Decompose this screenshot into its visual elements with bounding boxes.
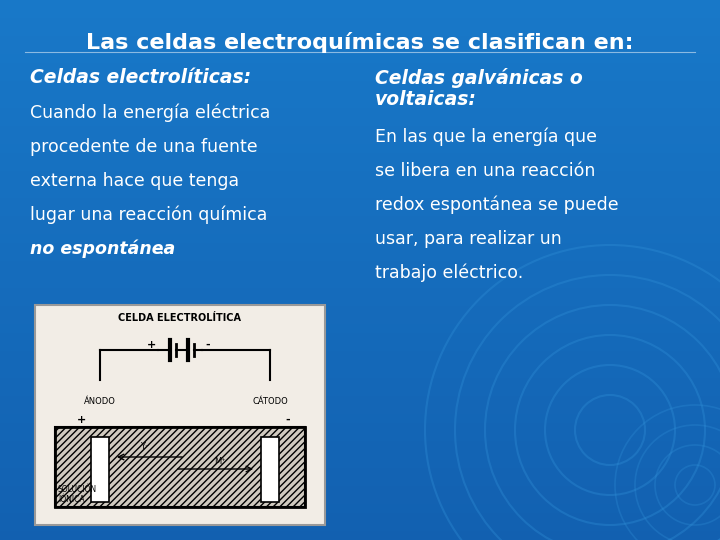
Text: +: + [148, 340, 157, 350]
Bar [0, 54, 720, 63]
Bar [0, 378, 720, 387]
Bar [0, 36, 720, 45]
Text: -: - [206, 340, 210, 350]
Bar [0, 234, 720, 243]
Text: externa hace que tenga: externa hace que tenga [30, 172, 239, 190]
Bar [0, 225, 720, 234]
Bar [0, 450, 720, 459]
Text: SOLUCIÓN
IÓNICA: SOLUCIÓN IÓNICA [58, 484, 97, 504]
Bar [0, 405, 720, 414]
Text: se libera en una reacción: se libera en una reacción [375, 162, 595, 180]
Text: Cuando la energía eléctrica: Cuando la energía eléctrica [30, 104, 271, 123]
Text: CELDA ELECTROLÍTICA: CELDA ELECTROLÍTICA [119, 313, 241, 323]
Bar [0, 477, 720, 486]
Text: En las que la energía que: En las que la energía que [375, 128, 597, 146]
Text: redox espontánea se puede: redox espontánea se puede [375, 196, 618, 214]
Bar [0, 324, 720, 333]
Bar [0, 306, 720, 315]
Text: CÁTODO: CÁTODO [252, 397, 288, 406]
Bar [0, 243, 720, 252]
Bar [0, 90, 720, 99]
Bar [0, 315, 720, 324]
Bar [0, 522, 720, 531]
Bar [0, 108, 720, 117]
Bar [0, 468, 720, 477]
Text: M⁺: M⁺ [214, 457, 226, 466]
Bar [0, 288, 720, 297]
Bar [0, 261, 720, 270]
Bar [0, 18, 720, 27]
Bar [0, 117, 720, 126]
Bar [0, 495, 720, 504]
Bar [0, 252, 720, 261]
Bar [0, 216, 720, 225]
FancyBboxPatch shape [55, 427, 305, 507]
FancyBboxPatch shape [35, 305, 325, 525]
Text: no espontánea: no espontánea [30, 240, 175, 259]
Bar [0, 432, 720, 441]
Bar [0, 189, 720, 198]
Bar [0, 207, 720, 216]
Bar [0, 126, 720, 135]
Bar [0, 153, 720, 162]
Bar [0, 270, 720, 279]
Bar [0, 72, 720, 81]
Bar [0, 297, 720, 306]
Bar [91, 437, 109, 502]
Bar [0, 351, 720, 360]
Text: voltaicas:: voltaicas: [375, 90, 477, 109]
Bar [0, 504, 720, 513]
Bar [0, 441, 720, 450]
Bar [0, 81, 720, 90]
Text: trabajo eléctrico.: trabajo eléctrico. [375, 264, 523, 282]
Bar [0, 99, 720, 108]
Bar [0, 360, 720, 369]
Text: .: . [158, 240, 163, 258]
Bar [0, 369, 720, 378]
Bar [0, 423, 720, 432]
Text: usar, para realizar un: usar, para realizar un [375, 230, 562, 248]
Text: procedente de una fuente: procedente de una fuente [30, 138, 258, 156]
Bar [0, 162, 720, 171]
Bar [0, 414, 720, 423]
Text: Las celdas electroquímicas se clasifican en:: Las celdas electroquímicas se clasifican… [86, 32, 634, 53]
Bar [0, 396, 720, 405]
Bar [0, 63, 720, 72]
Text: Y⁻: Y⁻ [140, 442, 150, 451]
Bar [0, 513, 720, 522]
Bar [0, 45, 720, 54]
Text: Celdas electrolíticas:: Celdas electrolíticas: [30, 68, 251, 87]
Bar [0, 531, 720, 540]
Bar [0, 144, 720, 153]
Text: lugar una reacción química: lugar una reacción química [30, 206, 267, 225]
Text: +: + [77, 415, 86, 425]
Bar [0, 135, 720, 144]
Text: Celdas galvánicas o: Celdas galvánicas o [375, 68, 582, 88]
Bar [0, 27, 720, 36]
Bar [0, 171, 720, 180]
Bar [0, 486, 720, 495]
Bar [261, 437, 279, 502]
Bar [0, 198, 720, 207]
Bar [0, 459, 720, 468]
Bar [0, 333, 720, 342]
Bar [0, 387, 720, 396]
Bar [0, 9, 720, 18]
Text: ÁNODO: ÁNODO [84, 397, 116, 406]
Bar [0, 342, 720, 351]
Bar [0, 0, 720, 9]
Bar [0, 180, 720, 189]
Bar [0, 279, 720, 288]
Text: -: - [286, 415, 290, 425]
